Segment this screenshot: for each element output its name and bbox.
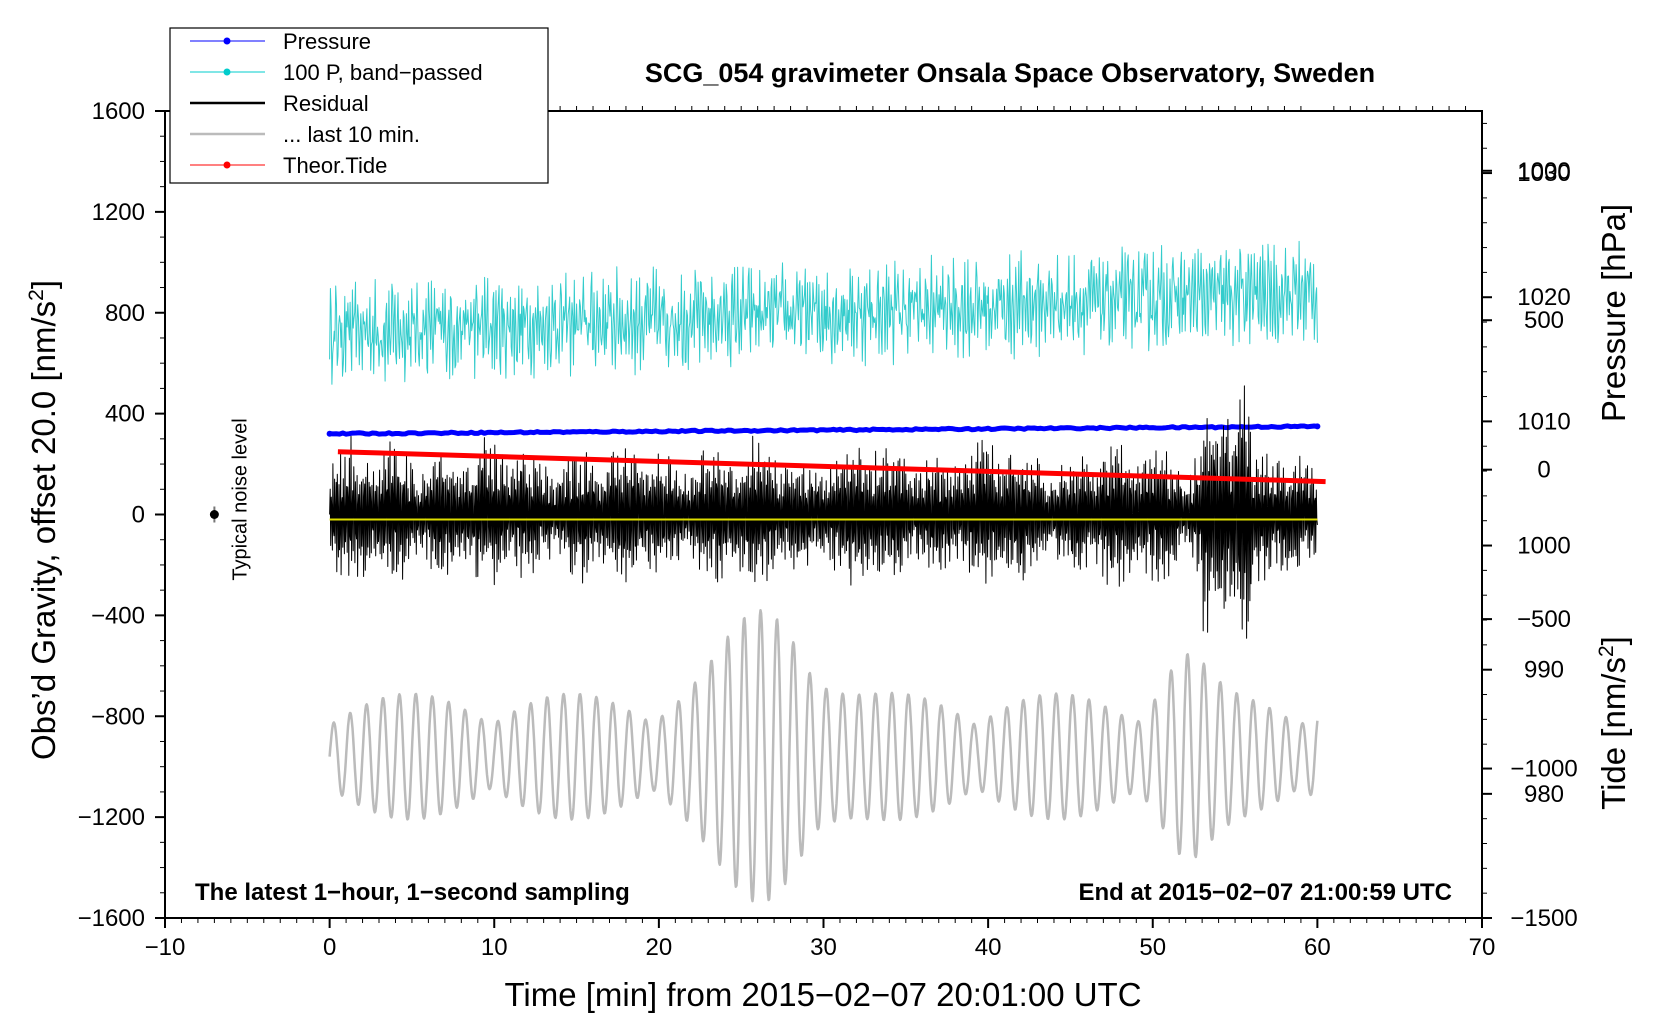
x-tick-label: 50 bbox=[1139, 934, 1166, 961]
x-tick-label: 70 bbox=[1469, 934, 1496, 961]
series-layer bbox=[326, 240, 1326, 903]
noise-label: Typical noise level bbox=[229, 418, 251, 580]
y-left-tick-label: 400 bbox=[105, 401, 145, 428]
legend-marker bbox=[223, 68, 231, 76]
y-pressure-tick-label: 1020 bbox=[1517, 284, 1570, 311]
pressure-start-point bbox=[326, 430, 333, 437]
y-pressure-tick-label: 990 bbox=[1524, 657, 1564, 684]
y-left-tick-label: 0 bbox=[132, 502, 145, 529]
y-tide-tick-label: 1000 bbox=[1517, 158, 1570, 185]
y-left-tick-label: −400 bbox=[91, 602, 145, 629]
y-tide-label-sup: 2 bbox=[1595, 645, 1618, 657]
legend-box bbox=[169, 27, 549, 184]
legend-label: ... last 10 min. bbox=[283, 122, 420, 147]
legend: Pressure 100 P, band−passed Residual ... la… bbox=[169, 27, 549, 184]
x-tick-label: −10 bbox=[145, 934, 186, 961]
y-left-tick-label: 1600 bbox=[92, 98, 145, 125]
y-tide-tick-label: −500 bbox=[1517, 606, 1571, 633]
y-left-tick-label: −1600 bbox=[78, 905, 145, 932]
y-axis-title-tide: Tide [nm/s2] bbox=[1595, 636, 1632, 810]
pressure-line bbox=[329, 423, 1318, 437]
y-axis-title-pressure: Pressure [hPa] bbox=[1595, 204, 1632, 422]
y-tide-label-main: Tide [nm/s bbox=[1595, 657, 1632, 810]
noise-dot bbox=[209, 510, 219, 519]
last-10-min-line bbox=[328, 609, 1319, 903]
x-tick-label: 10 bbox=[481, 934, 508, 961]
y-pressure-tick-label: 1030 bbox=[1517, 160, 1570, 187]
theoretical-tide-line bbox=[337, 449, 1326, 485]
y-left-tick-label: −800 bbox=[91, 703, 145, 730]
y-left-tick-label: −1200 bbox=[78, 804, 145, 831]
y-left-label-end: ] bbox=[25, 280, 62, 289]
y-pressure-tick-label: 980 bbox=[1524, 781, 1564, 808]
left-axis-ticks: 1600 1200 800 400 0 −400 −800 −1200 −1600 bbox=[78, 98, 165, 932]
x-axis-title: Time [min] from 2015−02−07 20:01:00 UTC bbox=[504, 976, 1141, 1013]
y-tide-tick-label: 0 bbox=[1537, 457, 1550, 484]
y-left-label-main: Obs’d Gravity, offset 20.0 [nm/s bbox=[25, 301, 62, 760]
annotation-left: The latest 1−hour, 1−second sampling bbox=[195, 879, 630, 906]
x-tick-label: 20 bbox=[646, 934, 673, 961]
legend-marker bbox=[223, 37, 231, 45]
y-tide-tick-label: −1500 bbox=[1510, 905, 1577, 932]
x-tick-label: 60 bbox=[1304, 934, 1331, 961]
y-tide-label-end: ] bbox=[1595, 636, 1632, 645]
noise-level-marker: Typical noise level bbox=[209, 418, 251, 581]
x-axis-ticks: −10 0 10 20 30 40 50 60 70 bbox=[145, 106, 1496, 961]
x-tick-label: 40 bbox=[975, 934, 1002, 961]
legend-label: 100 P, band−passed bbox=[283, 60, 483, 85]
legend-label: Theor.Tide bbox=[283, 153, 387, 178]
y-pressure-tick-label: 1010 bbox=[1517, 408, 1570, 435]
y-tide-tick-label: 500 bbox=[1524, 307, 1564, 334]
bandpassed-pressure-line bbox=[329, 240, 1318, 385]
legend-label: Residual bbox=[283, 91, 369, 116]
legend-marker bbox=[223, 161, 231, 169]
y-pressure-tick-label: 1000 bbox=[1517, 533, 1570, 560]
y-left-tick-label: 800 bbox=[105, 300, 145, 327]
chart-title: SCG_054 gravimeter Onsala Space Observat… bbox=[645, 58, 1375, 88]
y-left-label-sup: 2 bbox=[25, 289, 48, 301]
x-tick-label: 0 bbox=[323, 934, 336, 961]
right-axis-ticks: 1030 1020 1010 1000 990 980 1000 500 0 −500 −1000 −… bbox=[1482, 122, 1578, 932]
residual-line bbox=[329, 385, 1318, 639]
annotation-right: End at 2015−02−07 21:00:59 UTC bbox=[1078, 879, 1452, 906]
y-left-tick-label: 1200 bbox=[92, 199, 145, 226]
y-axis-title-left: Obs’d Gravity, offset 20.0 [nm/s2] bbox=[25, 280, 62, 760]
x-tick-label: 30 bbox=[810, 934, 837, 961]
legend-label: Pressure bbox=[283, 29, 371, 54]
pressure-end-point bbox=[1314, 423, 1321, 430]
y-tide-tick-label: −1000 bbox=[1510, 756, 1577, 783]
